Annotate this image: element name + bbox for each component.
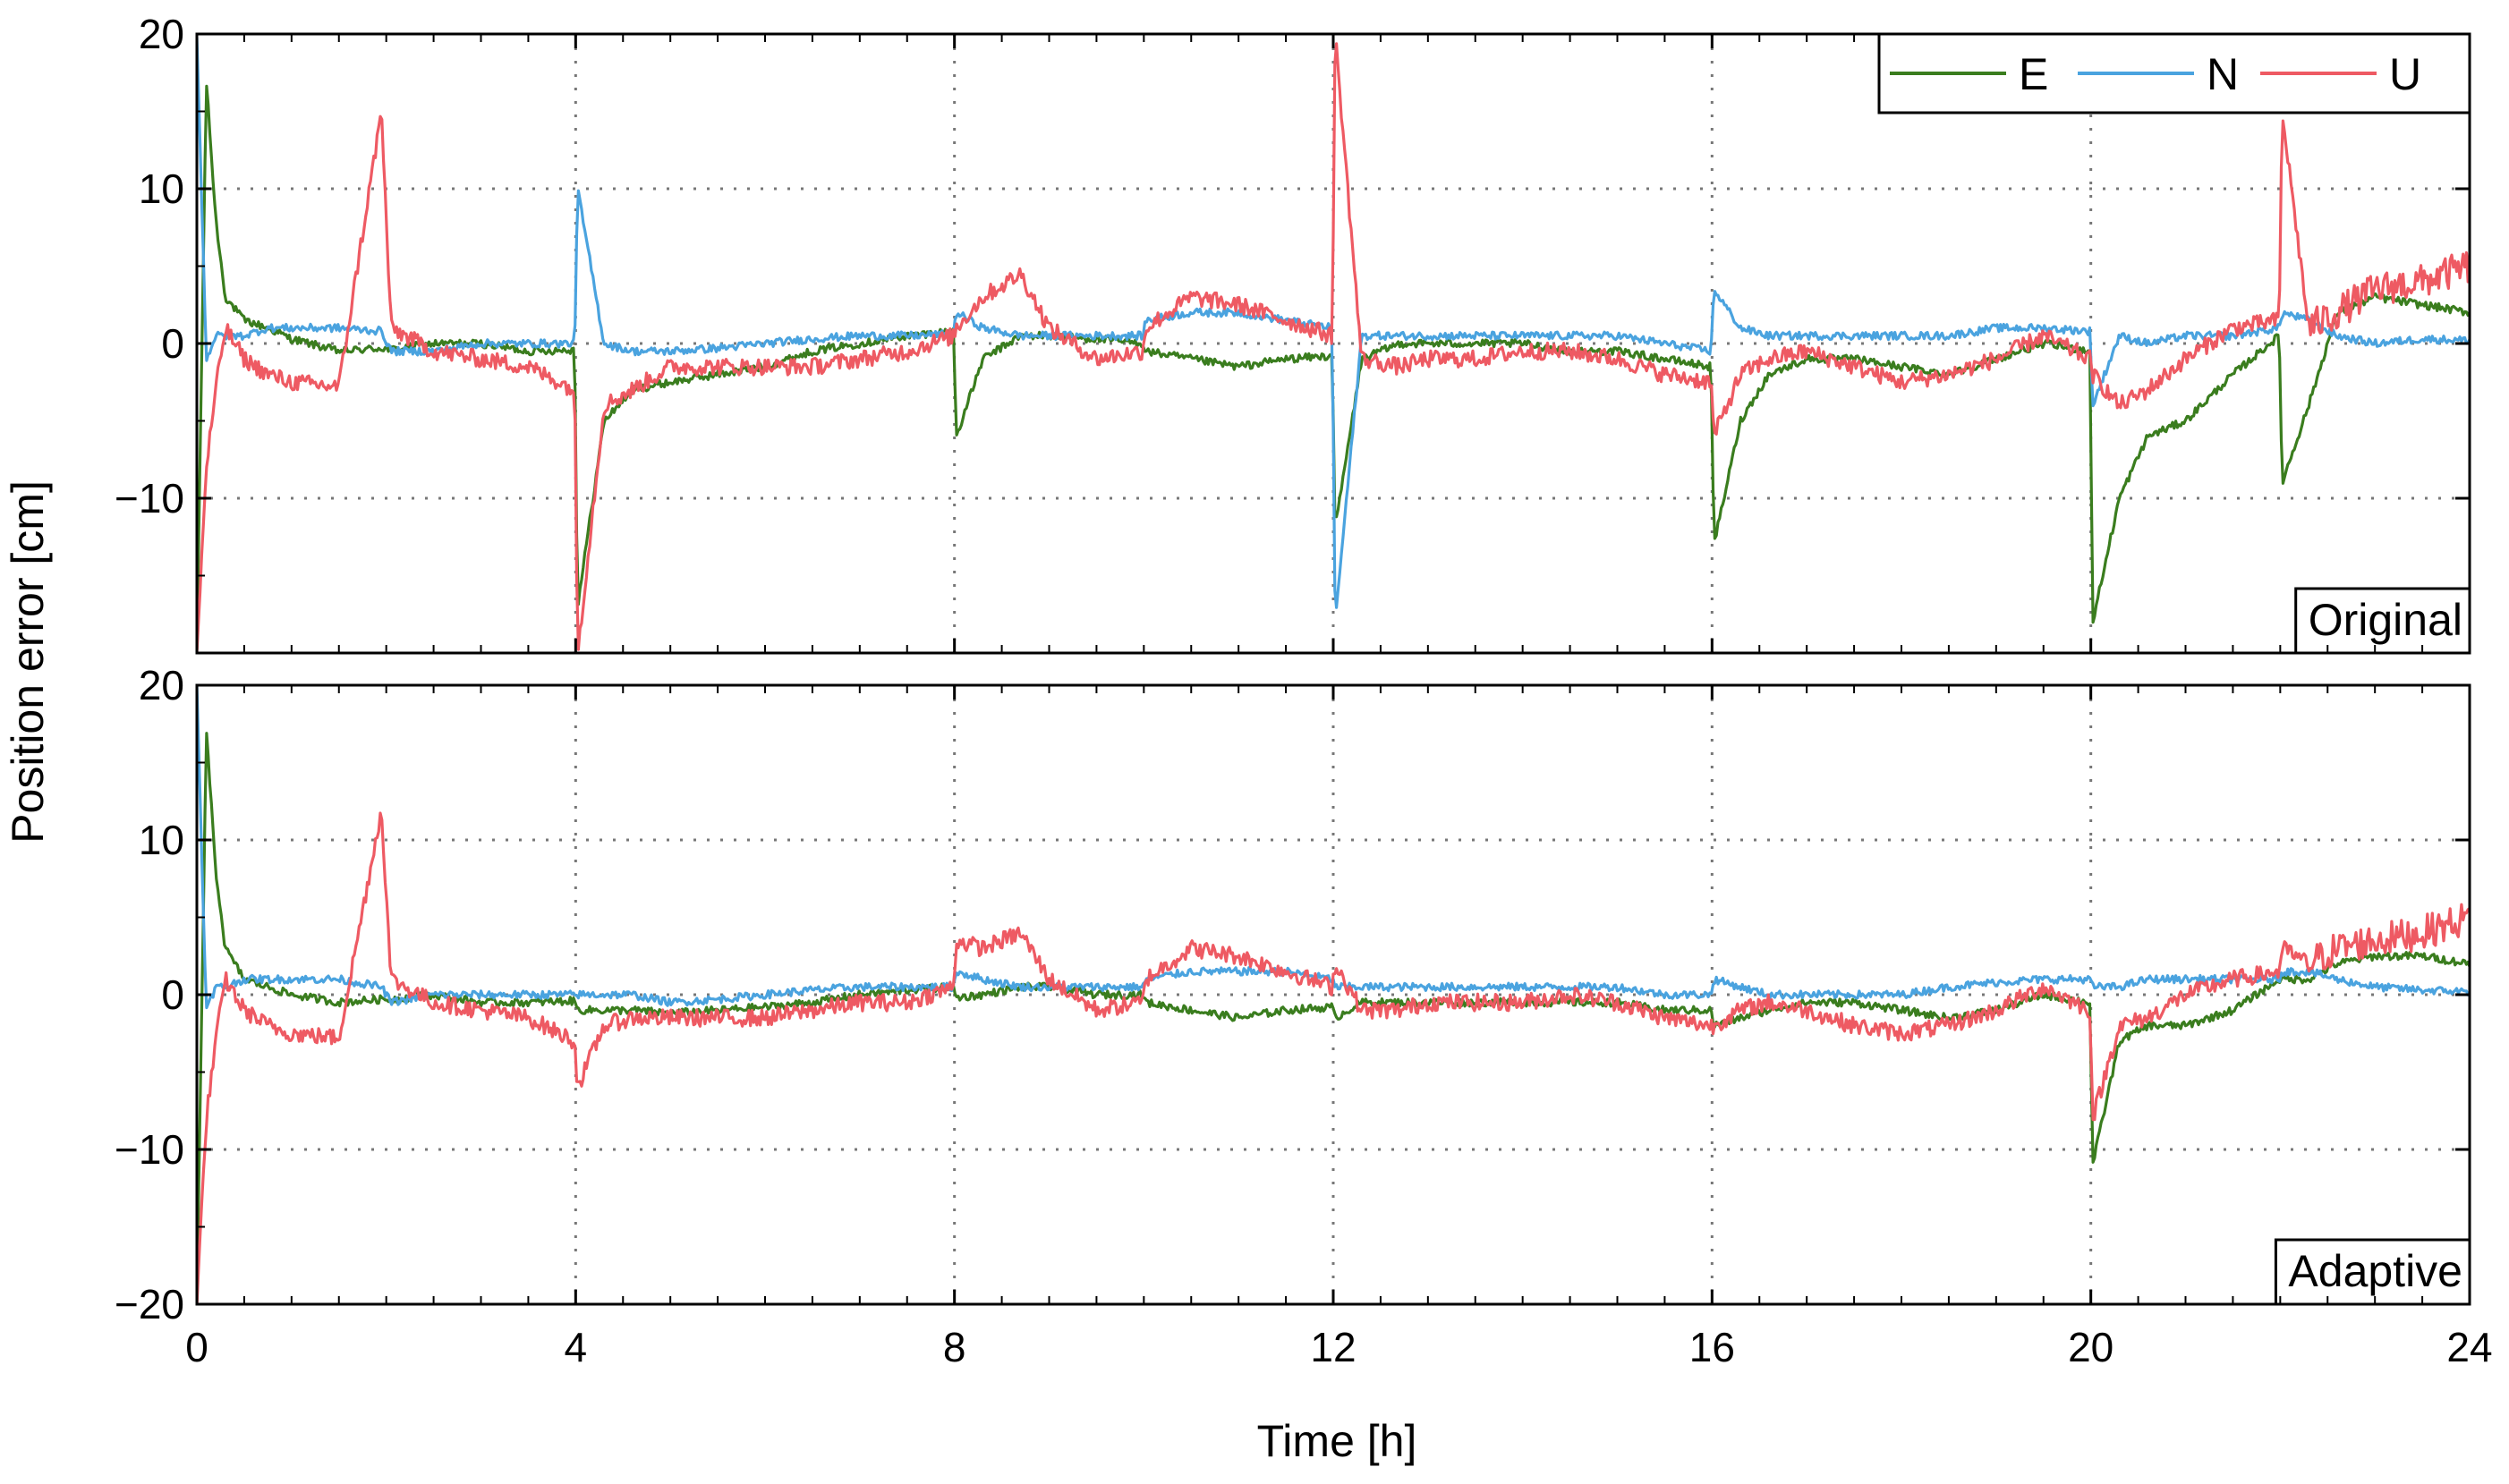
- panel-label: Adaptive: [2288, 1246, 2462, 1296]
- y-tick-label: 0: [161, 971, 184, 1018]
- y-tick-label: 20: [139, 662, 184, 708]
- x-tick-label: 0: [185, 1324, 208, 1370]
- y-tick-label: 20: [139, 11, 184, 57]
- x-tick-label: 4: [565, 1324, 588, 1370]
- legend-label-n: N: [2207, 49, 2239, 99]
- x-tick-label: 12: [1310, 1324, 1356, 1370]
- series-line-u: [197, 811, 2470, 1304]
- chart-panels: 20 10 0 −10 Original 20 10 0 −10 −20 Adaptive 0 4 8 12…: [115, 11, 2493, 1370]
- x-tick-label: 16: [1689, 1324, 1735, 1370]
- panel-adaptive: 20 10 0 −10 −20 Adaptive: [115, 662, 2471, 1327]
- y-tick-label: −10: [115, 1126, 184, 1173]
- axis-titles: Position error [cm] Time [h]: [3, 480, 1416, 1466]
- series-line-u: [197, 42, 2470, 653]
- y-tick-label: −20: [115, 1281, 184, 1327]
- x-axis-title: Time [h]: [1257, 1416, 1417, 1466]
- panel-label-box: [2294, 587, 2471, 655]
- panel-original: 20 10 0 −10 Original: [115, 11, 2471, 655]
- y-tick-label: 10: [139, 165, 184, 212]
- y-axis-title: Position error [cm]: [3, 480, 53, 844]
- panel-label: Original: [2309, 595, 2462, 645]
- plot-area: [197, 37, 2470, 653]
- y-tick-label: −10: [115, 475, 184, 522]
- y-tick-label: 0: [161, 320, 184, 367]
- y-tick-label: 10: [139, 817, 184, 863]
- legend-label-e: E: [2019, 49, 2048, 99]
- plot-area: [197, 685, 2470, 1304]
- series-line-e: [197, 732, 2470, 1302]
- x-tick-label: 20: [2068, 1324, 2114, 1370]
- panel-label-box: [2274, 1238, 2471, 1306]
- x-tick-label: 24: [2446, 1324, 2492, 1370]
- legend-label-u: U: [2389, 49, 2421, 99]
- x-tick-label: 8: [943, 1324, 966, 1370]
